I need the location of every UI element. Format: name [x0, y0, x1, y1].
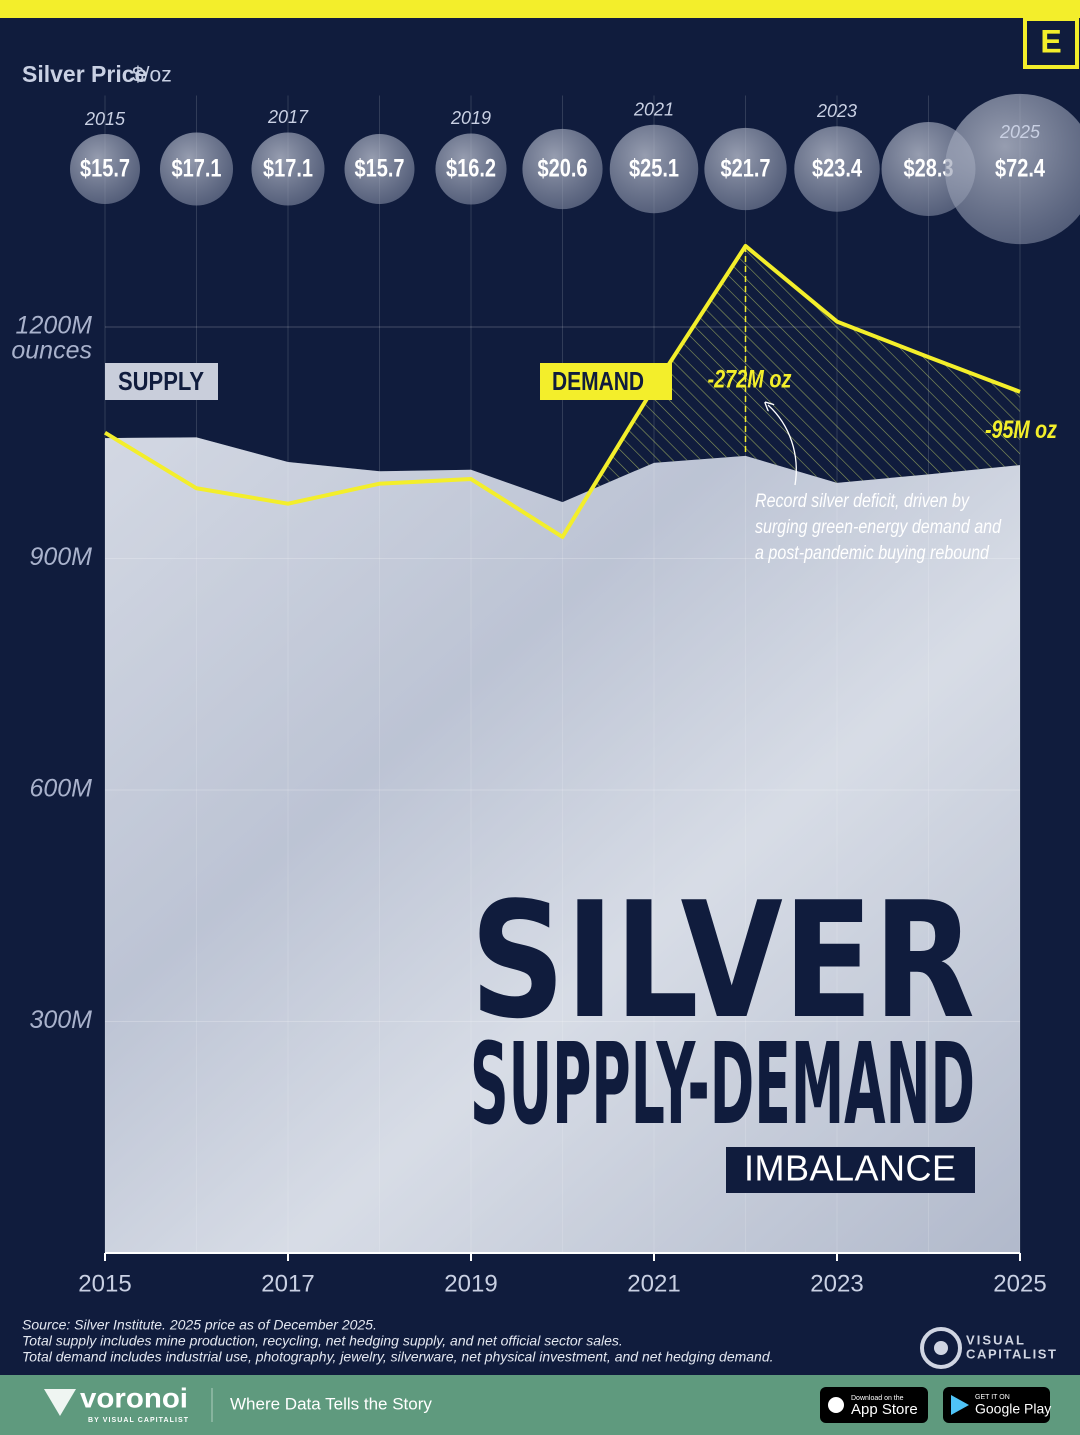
price-label: $15.7	[80, 155, 130, 183]
source-note: Total demand includes industrial use, ph…	[22, 1349, 774, 1365]
legend-box	[105, 363, 218, 400]
x-tick-label: 2015	[78, 1270, 131, 1297]
supply-area	[105, 437, 1020, 1253]
vc-icon	[920, 1327, 962, 1369]
y-tick-label: 600M	[29, 775, 92, 803]
annotation: a post-pandemic buying rebound	[755, 543, 990, 564]
x-tick-label: 2021	[627, 1270, 680, 1297]
x-tick-label: 2023	[810, 1270, 863, 1297]
price-label: $23.4	[812, 155, 862, 183]
price-bubble	[435, 133, 507, 205]
y-unit: ounces	[11, 337, 92, 365]
price-bubble	[944, 93, 1080, 245]
x-tick-label: 2019	[444, 1270, 497, 1297]
price-bubble	[70, 134, 140, 204]
annotation: surging green-energy demand and	[755, 517, 1002, 538]
footer-brand: voronoi	[80, 1382, 188, 1413]
annotation-arrow	[768, 405, 797, 486]
price-bubble	[159, 132, 234, 206]
x-tick-label: 2017	[261, 1270, 314, 1297]
supply-area-tint	[105, 437, 1020, 1253]
y-tick-label: 1200M	[16, 312, 93, 340]
y-tick-label: 900M	[29, 543, 92, 571]
deficit-label: -95M oz	[985, 416, 1057, 444]
play-icon	[951, 1395, 969, 1415]
price-unit: $/oz	[132, 64, 172, 87]
source-note: Source: Silver Institute. 2025 price as …	[22, 1317, 377, 1333]
deficit-hatch	[105, 245, 1020, 503]
price-bubble	[344, 134, 415, 204]
price-label: $17.1	[172, 155, 222, 183]
price-bubble	[522, 128, 603, 210]
vc-icon	[934, 1341, 948, 1355]
annotation: Record silver deficit, driven by	[755, 491, 970, 512]
price-year: 2017	[267, 107, 309, 127]
price-label: $15.7	[355, 155, 405, 183]
headline-sub: SUPPLY-DEMAND	[470, 1020, 975, 1150]
price-bubble	[794, 126, 880, 212]
price-label: $16.2	[446, 155, 496, 183]
headline-tag: IMBALANCE	[744, 1148, 956, 1189]
price-bubble	[251, 132, 325, 206]
price-year: 2019	[450, 108, 491, 128]
source-note: Total supply includes mine production, r…	[22, 1333, 623, 1349]
price-year: 2025	[999, 122, 1041, 142]
x-tick-label: 2025	[993, 1270, 1046, 1297]
app-store-small: Download on the	[851, 1395, 904, 1402]
corner-logo: E	[1040, 23, 1061, 59]
price-label: $17.1	[263, 155, 313, 183]
headline-tag-box	[726, 1147, 975, 1193]
corner-logo-box	[1023, 17, 1079, 69]
google-play-small: GET IT ON	[975, 1394, 1010, 1401]
apple-icon	[828, 1397, 844, 1413]
footer-brand-sub: BY VISUAL CAPITALIST	[88, 1417, 189, 1424]
price-bubble	[704, 127, 787, 211]
headline: SILVER	[470, 867, 975, 1054]
price-bubble	[609, 124, 699, 214]
price-label: Silver Price	[22, 61, 147, 87]
price-year: 2015	[84, 109, 126, 129]
voronoi-icon	[44, 1389, 76, 1416]
price-label: $20.6	[538, 155, 588, 183]
price-label: $21.7	[721, 155, 771, 183]
legend-label: SUPPLY	[118, 366, 204, 396]
price-year: 2021	[633, 99, 674, 119]
price-year: 2023	[816, 101, 857, 121]
legend-box	[540, 363, 672, 400]
deficit-label: -272M oz	[708, 366, 792, 394]
legend-label: DEMAND	[552, 366, 644, 396]
price-label: $25.1	[629, 155, 679, 183]
y-tick-label: 300M	[29, 1006, 92, 1034]
top-bar	[0, 0, 1080, 18]
google-play-button[interactable]	[943, 1387, 1050, 1423]
footer-tagline: Where Data Tells the Story	[230, 1394, 432, 1413]
app-store-big: App Store	[851, 1401, 918, 1418]
google-play-big: Google Play	[975, 1401, 1051, 1417]
price-label: $72.4	[995, 155, 1045, 183]
app-store-button[interactable]	[820, 1387, 928, 1423]
demand-line	[103, 243, 1021, 539]
